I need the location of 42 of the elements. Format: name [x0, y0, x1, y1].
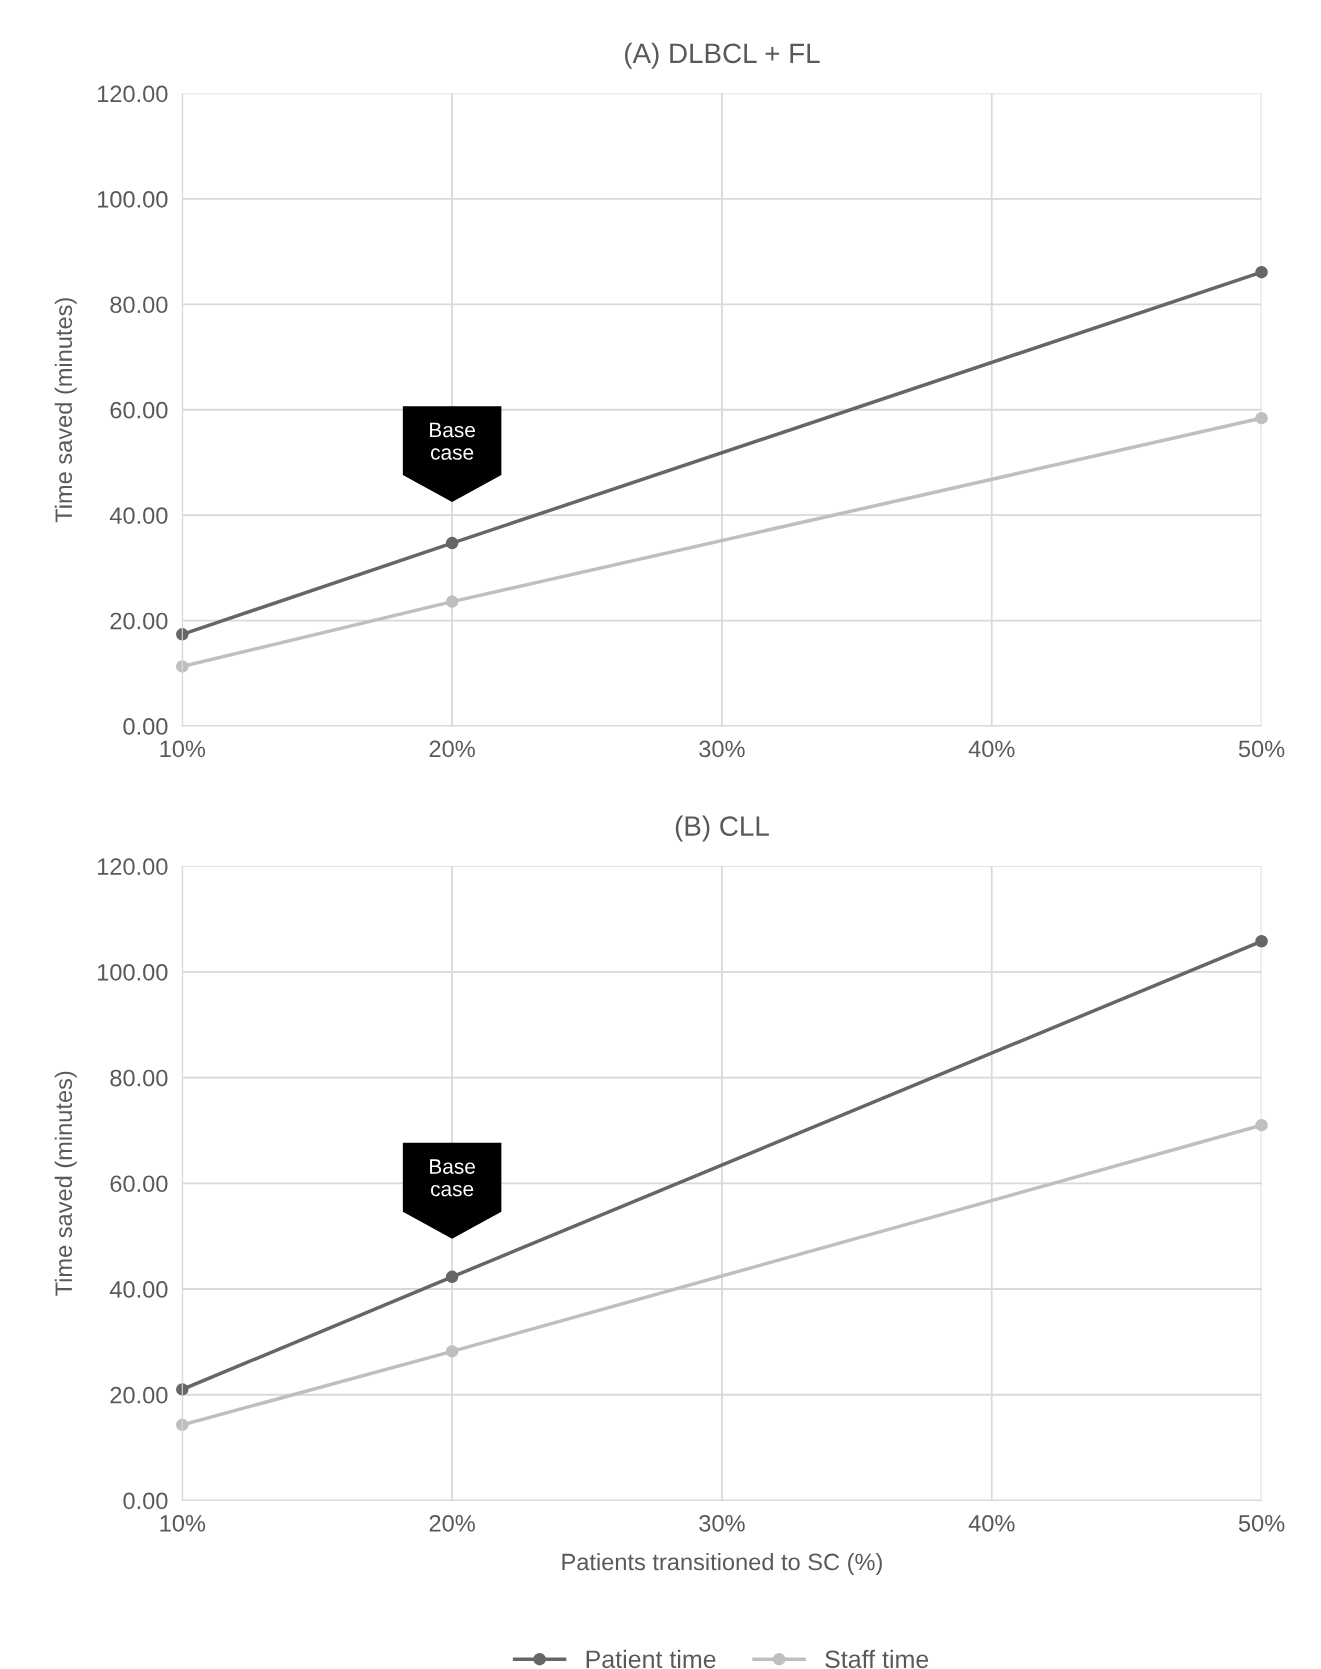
y-tick-label: 0.00	[123, 1492, 168, 1510]
y-tick-label: 20.00	[110, 612, 168, 630]
point	[445, 595, 459, 608]
point	[1255, 935, 1268, 948]
x-tick-label: 40%	[968, 740, 1015, 758]
y-axis-title: Time saved (minutes)	[54, 298, 77, 523]
y-axis-title: Time saved (minutes)	[54, 1071, 77, 1296]
y-tick-label: 0.00	[123, 718, 168, 735]
x-tick-label: 10%	[160, 740, 206, 758]
x-tick-label: 30%	[699, 1514, 745, 1532]
point	[445, 1345, 459, 1358]
point	[176, 628, 189, 641]
point	[1255, 265, 1268, 279]
y-tick-label: 40.00	[109, 1281, 168, 1298]
x-tick-label: 30%	[699, 740, 745, 758]
y-tick-label: 40.00	[109, 507, 168, 524]
y-tick-label: 60.00	[110, 1175, 168, 1193]
y-tick-label: 100.00	[98, 963, 168, 981]
legend-label: Staff time	[825, 1649, 929, 1669]
x-tick-label: 50%	[1238, 1514, 1285, 1532]
point	[445, 1270, 459, 1284]
y-tick-label: 80.00	[110, 296, 168, 314]
chart-title: (B) CLL	[675, 815, 769, 842]
y-tick-label: 120.00	[98, 85, 168, 103]
x-tick-label: 40%	[968, 1514, 1015, 1532]
legend-label: Patient time	[586, 1649, 716, 1669]
x-tick-label: 20%	[429, 740, 475, 758]
y-tick-label: 80.00	[110, 1069, 168, 1087]
x-axis-title: Patients transitioned to SC (%)	[562, 1553, 882, 1575]
annotation: Base case	[430, 422, 475, 460]
point	[1255, 1118, 1268, 1132]
annotation: Base case	[430, 1159, 475, 1197]
point	[445, 536, 459, 550]
x-tick-label: 50%	[1238, 740, 1285, 758]
chart-title: (A) DLBCL + FL	[624, 42, 820, 69]
point	[1255, 411, 1268, 425]
x-tick-label: 10%	[160, 1514, 206, 1532]
y-tick-label: 20.00	[110, 1386, 168, 1404]
x-tick-label: 20%	[429, 1514, 475, 1532]
y-tick-label: 100.00	[98, 190, 168, 208]
y-tick-label: 120.00	[98, 858, 168, 875]
y-tick-label: 60.00	[110, 401, 168, 419]
